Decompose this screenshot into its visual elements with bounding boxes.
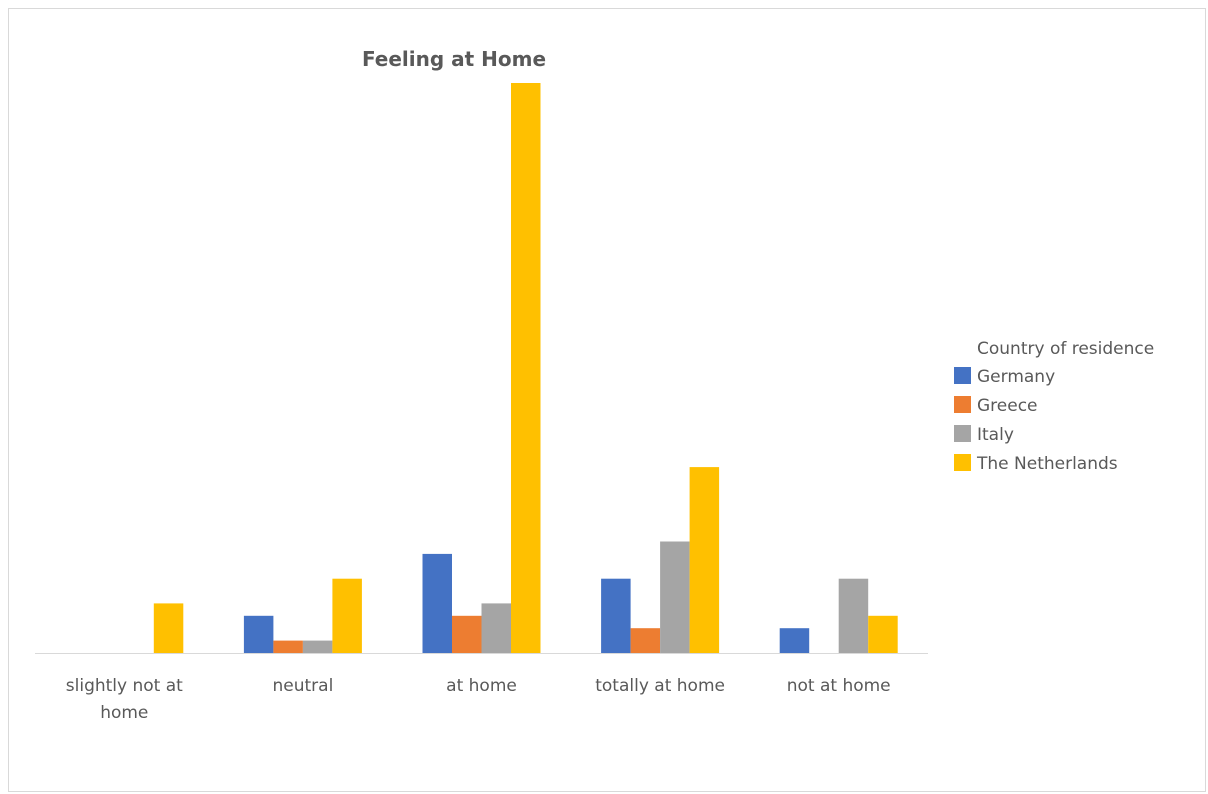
legend: Country of residence Germany Greece Italy T… (954, 339, 1154, 474)
legend-title: Country of residence (977, 339, 1154, 359)
bar-italy-neutral (302, 640, 333, 653)
chart-title: Feeling at Home (362, 47, 546, 71)
x-axis-tick-labels: slightly not at home neutral at home totally… (66, 676, 891, 723)
x-tick-label-slightly-not-at-home: slightly not at home (66, 676, 183, 723)
legend-label-greece: Greece (977, 396, 1038, 416)
legend-swatch-the-netherlands (954, 454, 971, 471)
bar-the-netherlands-not-at-home (868, 615, 898, 653)
legend-swatch-germany (954, 367, 971, 384)
bar-germany-neutral (243, 615, 274, 653)
bar-germany-not-at-home (779, 628, 810, 653)
bar-germany-at-home (422, 553, 452, 653)
bar-the-netherlands-neutral (332, 578, 362, 653)
x-tick-label-not-at-home: not at home (787, 676, 891, 696)
bar-greece-at-home (452, 615, 482, 653)
x-tick-label-totally-at-home: totally at home (595, 676, 725, 696)
bar-greece-neutral (273, 640, 303, 653)
bar-the-netherlands-at-home (511, 83, 541, 653)
legend-label-the-netherlands: The Netherlands (976, 454, 1118, 474)
legend-swatch-italy (954, 425, 971, 442)
bar-the-netherlands-totally-at-home (689, 467, 720, 653)
legend-label-italy: Italy (977, 425, 1014, 445)
bar-italy-totally-at-home (660, 541, 690, 653)
bar-greece-totally-at-home (630, 628, 661, 653)
bar-the-netherlands-slightly-not-at-home (153, 603, 184, 653)
bar-germany-totally-at-home (601, 578, 631, 653)
chart-area (8, 8, 1206, 792)
x-tick-label-neutral: neutral (272, 676, 333, 696)
plot-area (153, 83, 898, 653)
legend-label-germany: Germany (977, 367, 1055, 387)
bar-italy-not-at-home (838, 578, 869, 653)
legend-swatch-greece (954, 396, 971, 413)
bar-italy-at-home (481, 603, 511, 653)
x-tick-label-at-home: at home (446, 676, 517, 696)
